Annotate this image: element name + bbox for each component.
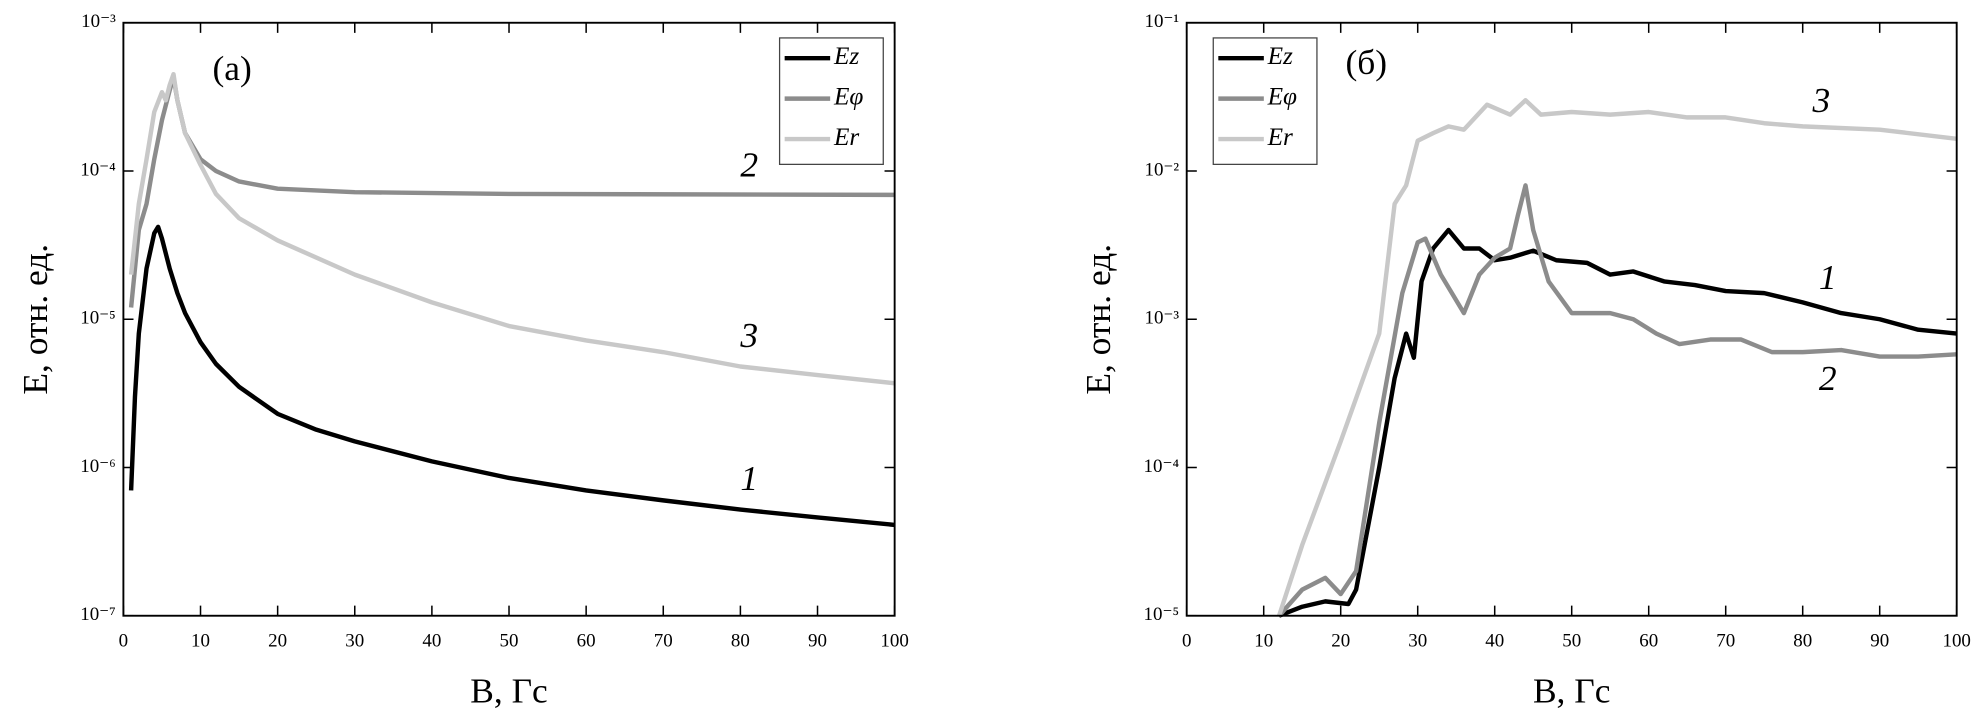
x-tick-label: 10 bbox=[191, 631, 210, 652]
y-tick-label: 10⁻⁵ bbox=[80, 308, 116, 329]
x-tick-label: 60 bbox=[577, 631, 596, 652]
x-tick-label: 100 bbox=[880, 631, 908, 652]
x-tick-label: 0 bbox=[1182, 631, 1191, 652]
annotation: 3 bbox=[1812, 80, 1831, 120]
annotation: 2 bbox=[740, 144, 758, 184]
y-tick-label: 10⁻² bbox=[1144, 159, 1179, 180]
annotation: 1 bbox=[740, 458, 758, 498]
x-tick-label: 40 bbox=[422, 631, 441, 652]
x-tick-label: 60 bbox=[1639, 631, 1658, 652]
x-tick-label: 50 bbox=[500, 631, 519, 652]
legend-label: Er bbox=[833, 123, 859, 151]
x-tick-label: 50 bbox=[1562, 631, 1581, 652]
legend-label: Eφ bbox=[833, 82, 863, 110]
y-tick-label: 10⁻⁵ bbox=[1144, 604, 1180, 625]
y-axis-label: E, отн. ед. bbox=[15, 244, 55, 395]
y-axis-label: E, отн. ед. bbox=[1078, 244, 1118, 395]
legend-label: Ez bbox=[833, 42, 859, 70]
legend-label: Ez bbox=[1267, 42, 1293, 70]
x-tick-label: 100 bbox=[1942, 631, 1970, 652]
x-tick-label: 40 bbox=[1485, 631, 1504, 652]
x-tick-label: 30 bbox=[345, 631, 364, 652]
x-tick-label: 80 bbox=[731, 631, 750, 652]
x-tick-label: 30 bbox=[1408, 631, 1427, 652]
x-tick-label: 10 bbox=[1254, 631, 1273, 652]
legend-box bbox=[778, 37, 884, 165]
y-tick-label: 10⁻⁶ bbox=[80, 456, 116, 477]
y-tick-label: 10⁻³ bbox=[81, 11, 116, 32]
series-line bbox=[1277, 98, 1957, 617]
series-line bbox=[1277, 183, 1957, 618]
x-axis-label: B, Гс bbox=[1533, 670, 1610, 710]
x-tick-label: 70 bbox=[654, 631, 673, 652]
x-tick-label: 90 bbox=[808, 631, 827, 652]
x-axis-label: B, Гс bbox=[470, 670, 547, 710]
y-tick-label: 10⁻¹ bbox=[1144, 11, 1179, 32]
series-line bbox=[128, 71, 895, 386]
x-tick-label: 70 bbox=[1716, 631, 1735, 652]
plot-frame bbox=[1185, 21, 1958, 617]
annotation: (a) bbox=[212, 48, 251, 88]
y-tick-label: 10⁻⁷ bbox=[80, 604, 116, 625]
legend-label: Eφ bbox=[1267, 82, 1297, 110]
series-line bbox=[128, 224, 895, 528]
x-tick-label: 80 bbox=[1793, 631, 1812, 652]
annotation: 3 bbox=[739, 315, 758, 355]
annotation: 2 bbox=[1819, 358, 1837, 398]
x-tick-label: 90 bbox=[1870, 631, 1889, 652]
y-tick-label: 10⁻⁴ bbox=[1144, 456, 1180, 477]
y-tick-label: 10⁻³ bbox=[1144, 308, 1179, 329]
series-line bbox=[1278, 227, 1957, 618]
x-tick-label: 0 bbox=[119, 631, 128, 652]
x-tick-label: 20 bbox=[268, 631, 287, 652]
x-tick-label: 20 bbox=[1331, 631, 1350, 652]
annotation: 1 bbox=[1819, 257, 1837, 297]
annotation: (б) bbox=[1345, 42, 1387, 82]
legend-label: Er bbox=[1267, 123, 1293, 151]
y-tick-label: 10⁻⁴ bbox=[80, 159, 116, 180]
plot-frame bbox=[122, 21, 896, 617]
